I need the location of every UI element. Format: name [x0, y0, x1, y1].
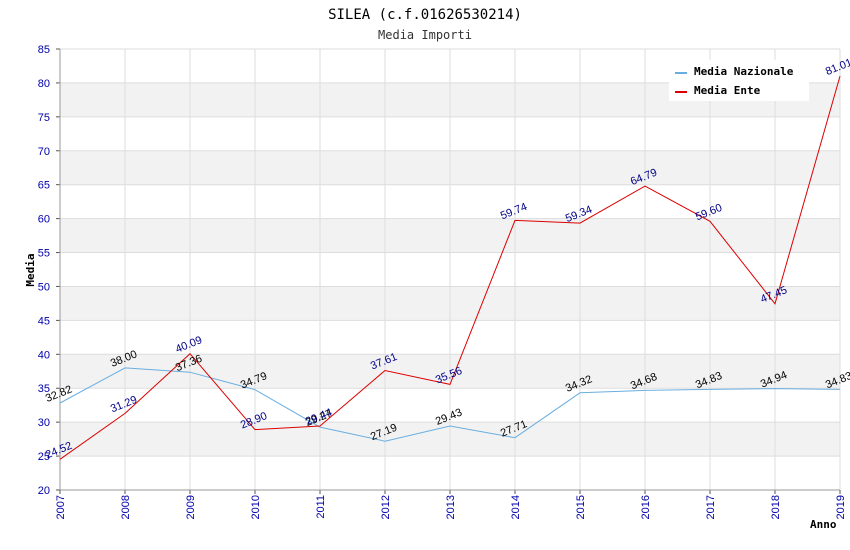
legend-box — [669, 60, 809, 101]
y-tick-label: 35 — [38, 383, 50, 395]
x-tick-label: 2015 — [575, 495, 587, 519]
data-label: 81.01 — [824, 57, 850, 78]
y-tick-label: 70 — [38, 146, 50, 158]
x-tick-label: 2008 — [120, 495, 132, 519]
chart-title: SILEA (c.f.01626530214) — [328, 7, 522, 23]
y-tick-label: 65 — [38, 180, 50, 192]
x-tick-label: 2014 — [510, 495, 522, 519]
x-tick-label: 2010 — [250, 495, 262, 519]
x-tick-label: 2011 — [315, 495, 327, 519]
series-lines — [59, 75, 841, 460]
x-tick-label: 2013 — [445, 495, 457, 519]
y-tick-label: 40 — [38, 349, 50, 361]
x-tick-label: 2016 — [640, 495, 652, 519]
y-tick-label: 45 — [38, 315, 50, 327]
y-tick-label: 50 — [38, 281, 50, 293]
y-tick-labels: 20 25 30 35 40 45 50 55 60 65 70 75 80 85 — [38, 44, 50, 497]
y-tick-label: 80 — [38, 78, 50, 90]
legend-label: Media Nazionale — [694, 65, 794, 78]
x-tick-labels: 2007 2008 2009 2010 2011 2012 2013 2014 2015 2016… — [55, 495, 847, 519]
y-tick-label: 55 — [38, 248, 50, 260]
y-tick-label: 25 — [38, 451, 50, 463]
series-line-1 — [59, 367, 841, 442]
chart-subtitle: Media Importi — [378, 28, 472, 42]
legend-label: Media Ente — [694, 84, 761, 97]
y-tick-label: 75 — [38, 112, 50, 124]
x-tick-label: 2017 — [705, 495, 717, 519]
y-tick-label: 85 — [38, 44, 50, 56]
x-tick-label: 2019 — [835, 495, 847, 519]
x-tick-label: 2012 — [380, 495, 392, 519]
grid-lines — [56, 48, 841, 494]
y-tick-label: 60 — [38, 214, 50, 226]
x-tick-label: 2007 — [55, 495, 67, 519]
y-axis-title: Media — [24, 253, 37, 286]
y-tick-label: 30 — [38, 417, 50, 429]
x-tick-label: 2009 — [185, 495, 197, 519]
data-label: 24.52 — [44, 440, 74, 461]
data-label: 31.29 — [109, 394, 139, 415]
y-tick-label: 20 — [38, 485, 50, 497]
series-line-2 — [59, 75, 841, 460]
data-label: 40.09 — [174, 334, 204, 355]
x-axis-title: Anno — [810, 518, 837, 531]
legend: Media Nazionale Media Ente — [669, 60, 809, 101]
x-tick-label: 2018 — [770, 495, 782, 519]
